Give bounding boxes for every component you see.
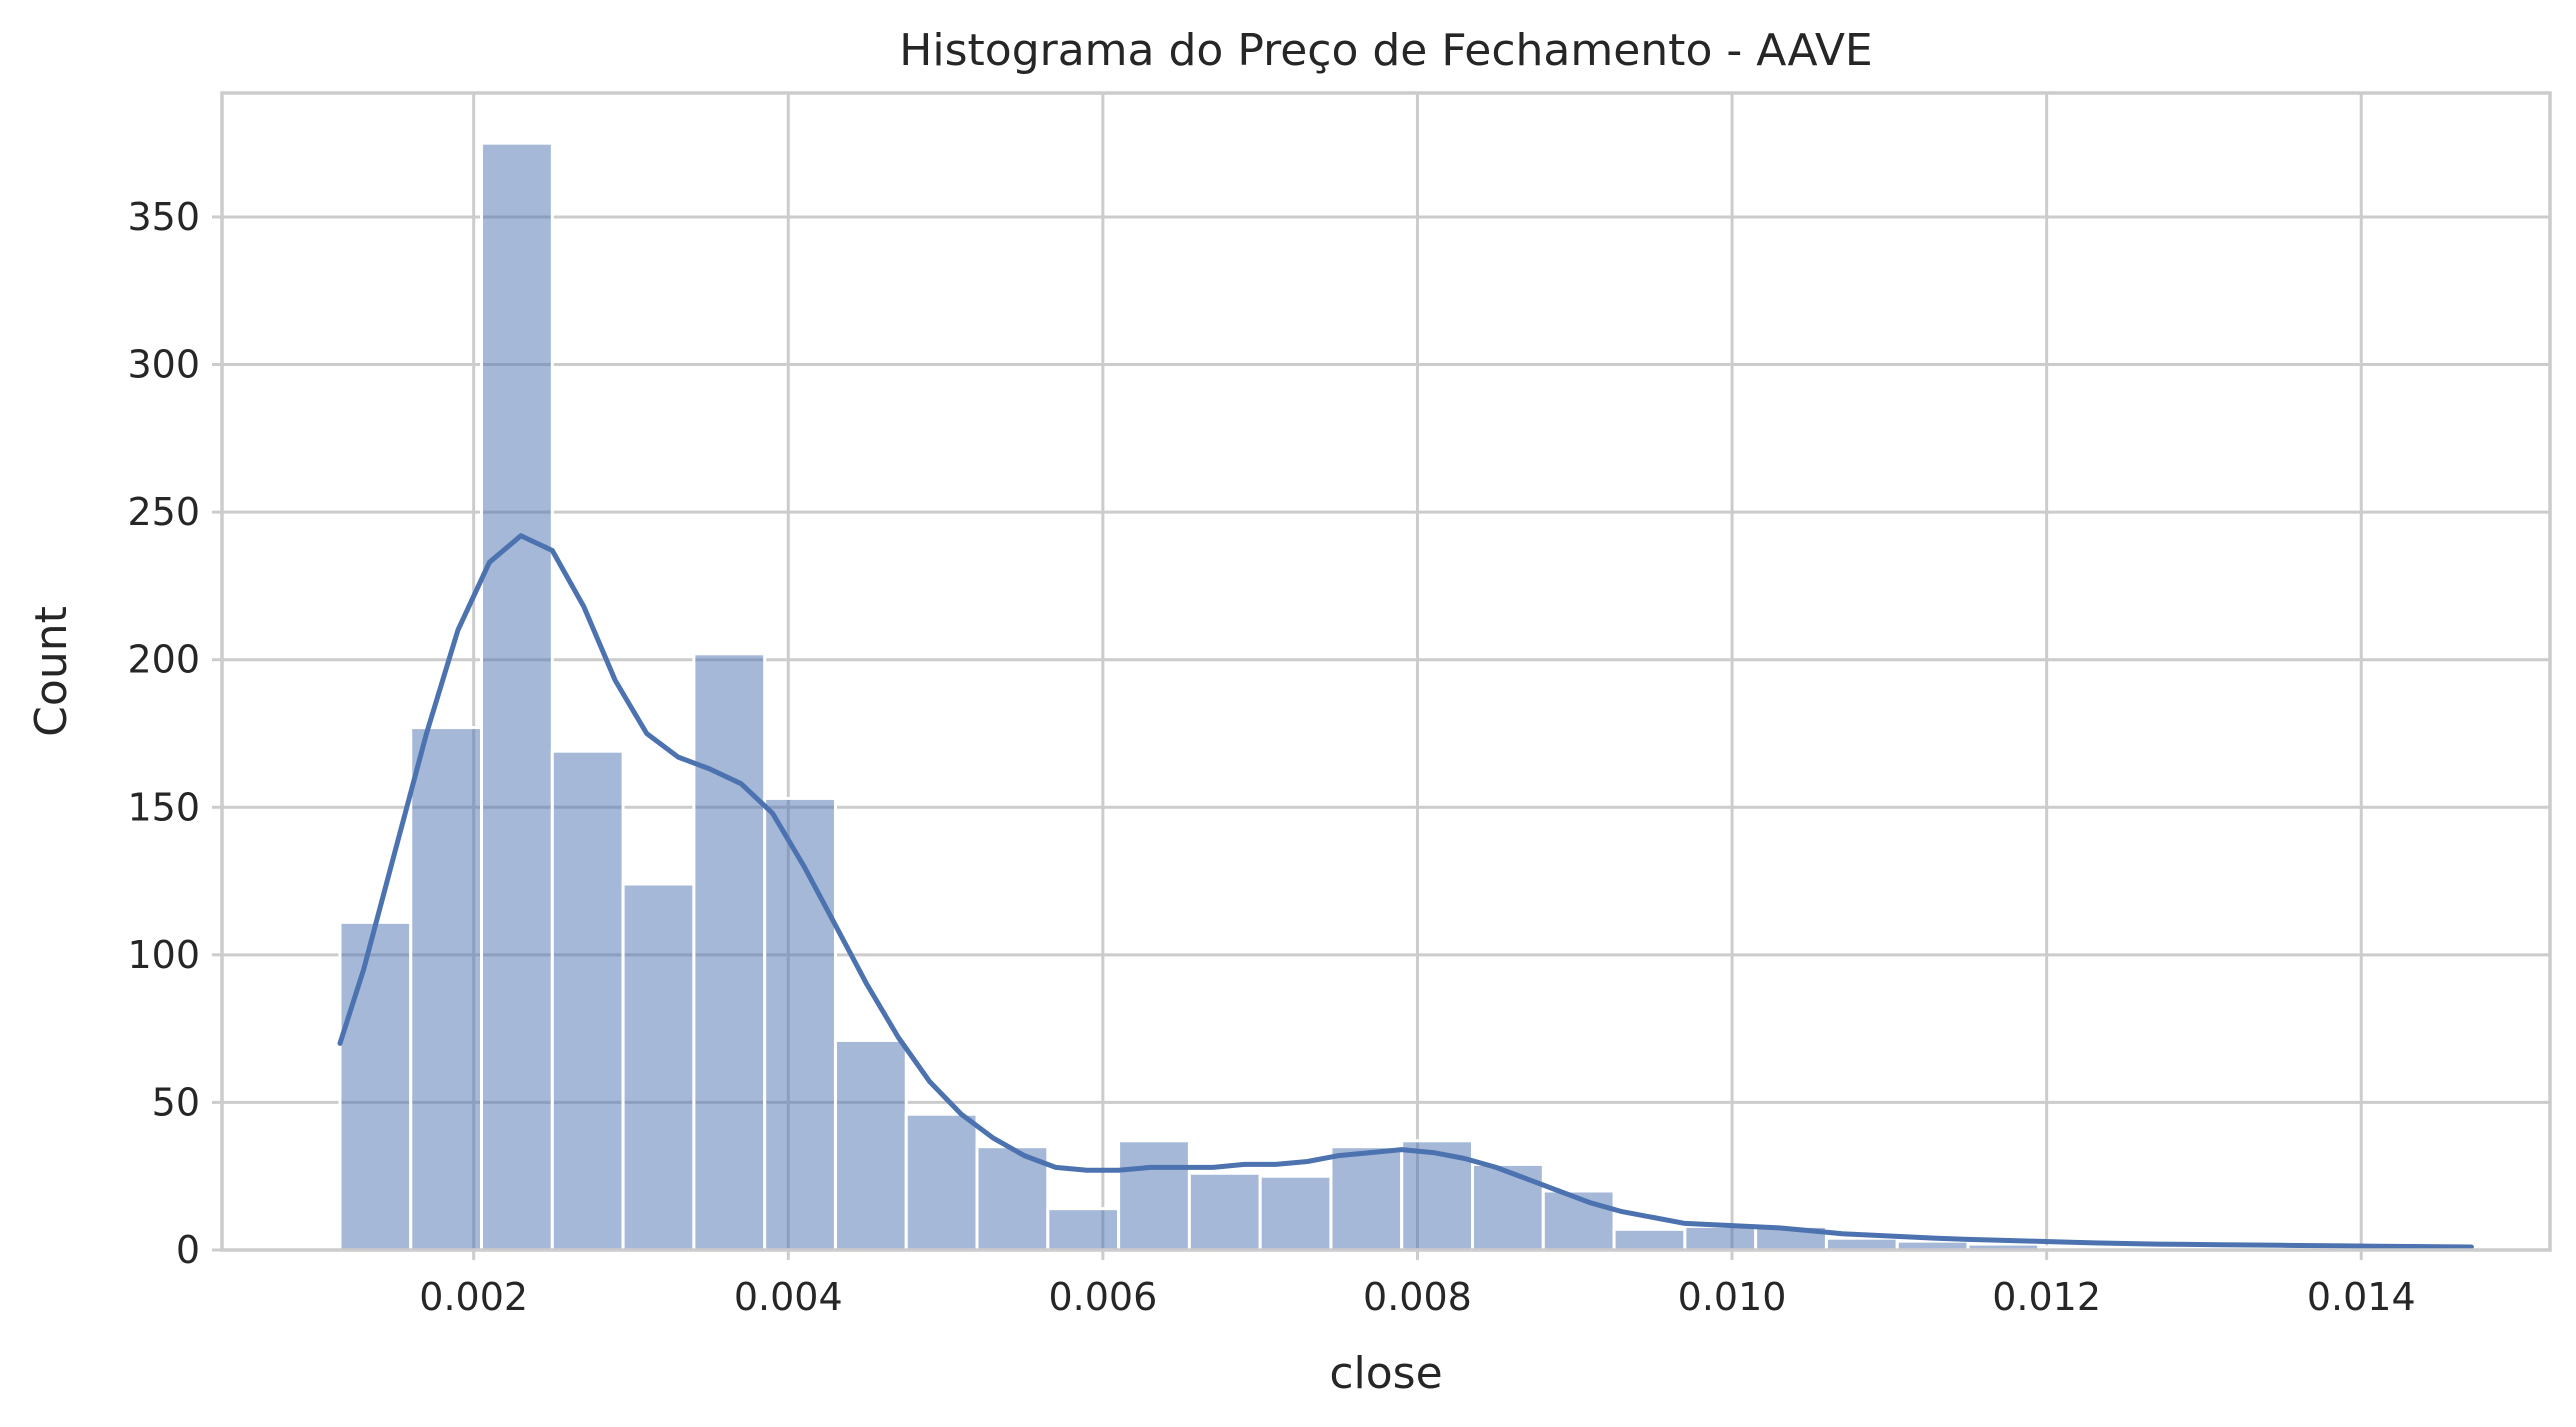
histogram-bar bbox=[1683, 1224, 1758, 1252]
histogram-bar bbox=[1046, 1207, 1121, 1252]
x-axis-ticks: 0.002 0.004 0.006 0.008 0.010 0.012 0.014 bbox=[419, 1250, 2416, 1319]
histogram-bar bbox=[1329, 1145, 1404, 1252]
y-tick-label: 0 bbox=[176, 1228, 200, 1272]
x-tick-label: 0.006 bbox=[1048, 1275, 1157, 1319]
histogram-bar bbox=[338, 920, 413, 1252]
histogram-bar bbox=[1258, 1174, 1333, 1252]
histogram-bar bbox=[1824, 1236, 1899, 1252]
histogram-bar bbox=[975, 1145, 1050, 1252]
histogram-bars bbox=[338, 141, 2465, 1252]
x-tick-label: 0.010 bbox=[1678, 1275, 1787, 1319]
y-tick-label: 350 bbox=[127, 195, 200, 239]
y-tick-label: 250 bbox=[127, 490, 200, 534]
x-tick-label: 0.002 bbox=[419, 1275, 528, 1319]
y-tick-label: 50 bbox=[152, 1080, 200, 1124]
histogram-bar bbox=[1612, 1227, 1687, 1252]
histogram-bar bbox=[480, 141, 554, 1252]
y-axis-ticks: 0 50 100 150 200 250 300 350 bbox=[127, 195, 222, 1272]
histogram-bar bbox=[409, 726, 484, 1252]
histogram-bar bbox=[1117, 1139, 1191, 1252]
histogram-bar bbox=[763, 796, 837, 1252]
kde-curve bbox=[337, 533, 2474, 1250]
histogram-bar bbox=[1187, 1171, 1262, 1252]
histogram-bar bbox=[904, 1112, 979, 1252]
y-tick-label: 300 bbox=[127, 343, 200, 387]
chart-title: Histograma do Preço de Fechamento - AAVE bbox=[899, 25, 1872, 76]
x-tick-label: 0.014 bbox=[2307, 1275, 2416, 1319]
x-tick-label: 0.008 bbox=[1363, 1275, 1472, 1319]
histogram-bar bbox=[550, 749, 625, 1252]
histogram-bar bbox=[692, 652, 767, 1252]
x-tick-label: 0.004 bbox=[734, 1275, 843, 1319]
y-tick-label: 200 bbox=[127, 638, 200, 682]
histogram-bar bbox=[621, 882, 696, 1252]
x-tick-label: 0.012 bbox=[1992, 1275, 2101, 1319]
y-tick-label: 100 bbox=[127, 933, 200, 977]
y-tick-label: 150 bbox=[127, 785, 200, 829]
histogram-bar bbox=[1471, 1162, 1545, 1252]
histogram-bar bbox=[833, 1038, 908, 1252]
y-axis-label: Count bbox=[26, 606, 77, 737]
plot-frame bbox=[220, 91, 2552, 1252]
x-axis-label: close bbox=[1329, 1348, 1442, 1399]
